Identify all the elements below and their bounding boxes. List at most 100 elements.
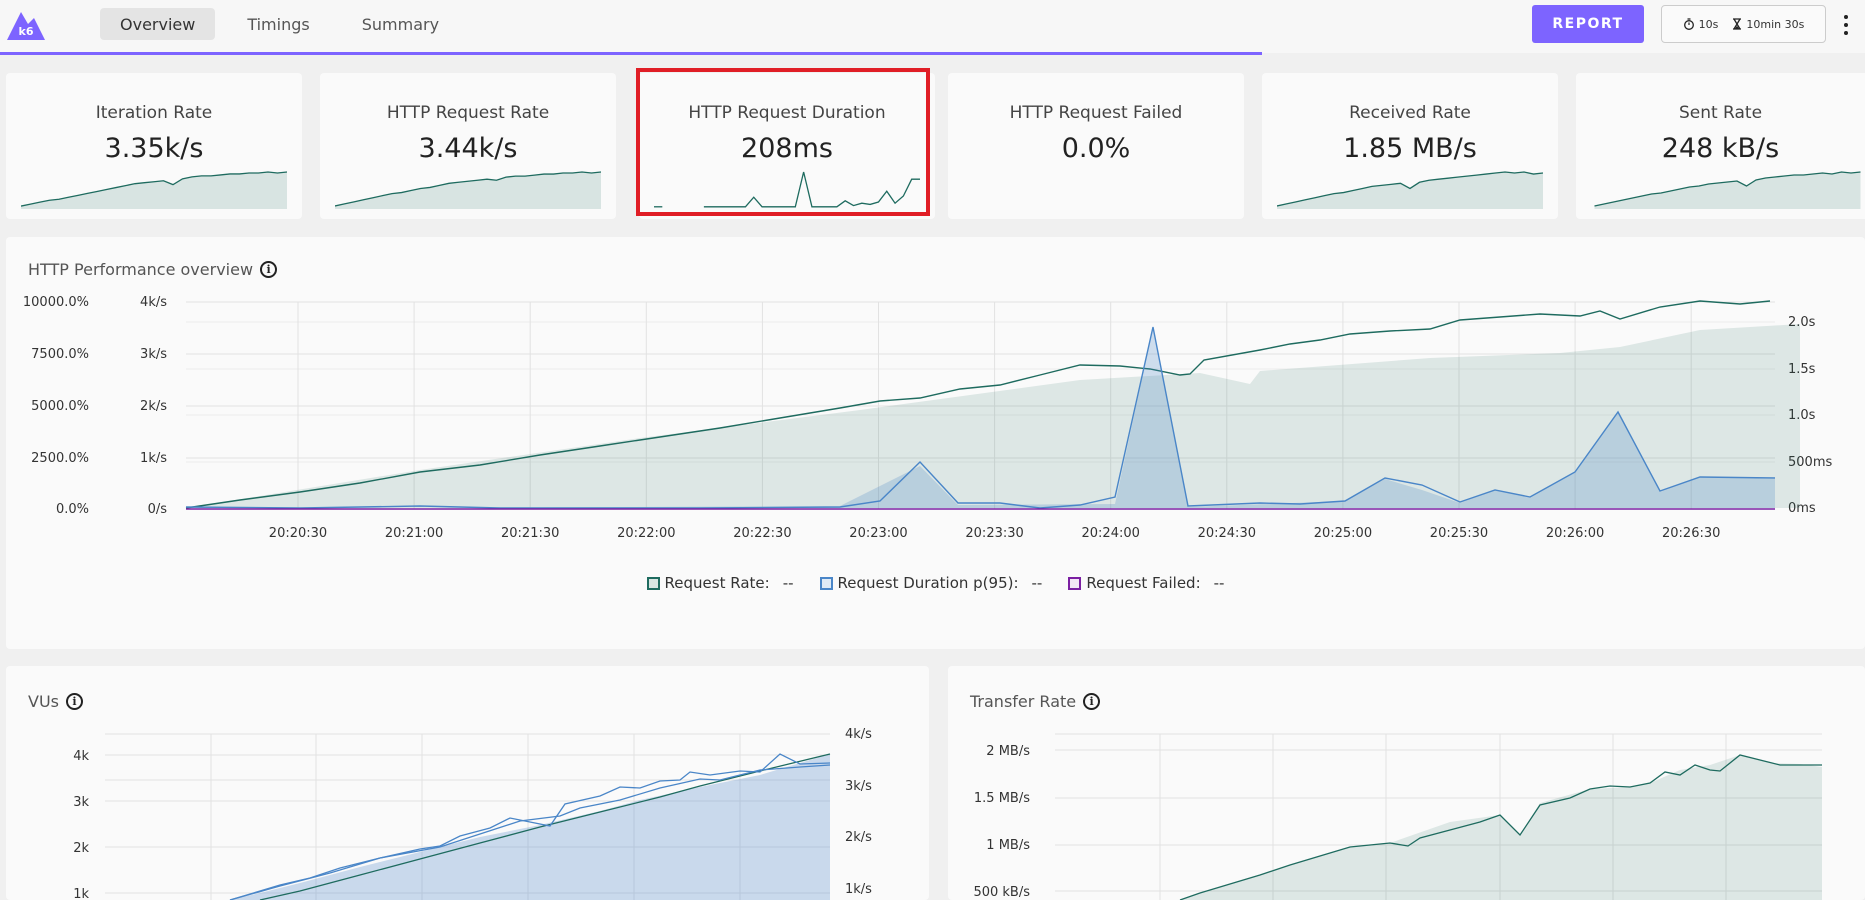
http-performance-panel: HTTP Performance overview i (6, 237, 1865, 649)
k6-logo[interactable]: k6 (5, 6, 47, 42)
vus-chart: 4k 3k 2k 1k 4k/s 3k/s 2k/s 1k/s (73, 727, 872, 900)
stat-card-http-request-duration: HTTP Request Duration 208ms (639, 73, 935, 219)
request-duration-area (186, 328, 1775, 508)
stat-card-iteration-rate: Iteration Rate 3.35k/s (6, 73, 302, 219)
stat-card-http-request-rate: HTTP Request Rate 3.44k/s (320, 73, 616, 219)
left-axis-label: 4k (73, 749, 89, 764)
transfer-rate-chart: 2 MB/s 1.5 MB/s 1 MB/s 500 kB/s (973, 733, 1822, 900)
stat-title: Received Rate (1349, 103, 1471, 123)
left-axis-label: 2k (73, 841, 89, 856)
sparkline-line (335, 171, 601, 207)
info-icon[interactable]: i (66, 693, 83, 710)
chart-legend: Request Rate: -- Request Duration p(95):… (6, 574, 1865, 592)
left-axis-rate-label: 0/s (148, 502, 168, 517)
stat-title: HTTP Request Failed (1009, 103, 1183, 123)
x-tick-label: 20:22:00 (617, 526, 675, 541)
left-axis-rate-label: 2k/s (140, 399, 167, 414)
request-rate-area (186, 324, 1800, 508)
left-axis-rate-label: 3k/s (140, 347, 167, 362)
stat-value: 208ms (741, 133, 833, 164)
stat-value: 0.0% (1061, 133, 1131, 164)
x-tick-label: 20:25:00 (1314, 526, 1372, 541)
x-tick-label: 20:23:00 (849, 526, 907, 541)
stat-value: 3.44k/s (418, 133, 518, 164)
panel-title-text: VUs (28, 692, 59, 711)
x-tick-label: 20:21:00 (385, 526, 443, 541)
left-axis-label: 2 MB/s (986, 744, 1030, 759)
legend-value: -- (782, 574, 794, 592)
right-axis-label: 2k/s (845, 830, 872, 845)
more-options-icon[interactable] (1838, 10, 1854, 40)
right-axis-label: 1.0s (1788, 408, 1816, 423)
legend-request-failed[interactable]: Request Failed: -- (1068, 574, 1224, 592)
transfer-rate-panel: Transfer Rate i (948, 666, 1865, 900)
vus-area (230, 754, 830, 900)
sparkline (654, 171, 920, 208)
left-axis-rate-label: 4k/s (140, 295, 167, 310)
stat-card-http-request-failed: HTTP Request Failed 0.0% (948, 73, 1244, 219)
vus-panel: VUs i (6, 666, 929, 900)
legend-label: Request Failed: (1086, 574, 1201, 592)
panel-title-text: HTTP Performance overview (28, 260, 254, 279)
right-axis-label: 4k/s (845, 727, 872, 742)
main-nav: Overview Timings Summary (100, 8, 459, 40)
request-rate-line (185, 300, 1771, 509)
stat-card-received-rate: Received Rate 1.85 MB/s (1262, 73, 1558, 219)
left-axis-pct-label: 7500.0% (31, 347, 89, 362)
k6-logo-text: k6 (19, 25, 34, 38)
sparkline-line (1277, 171, 1543, 207)
left-axis-label: 3k (73, 795, 89, 810)
x-tick-label: 20:20:30 (269, 526, 327, 541)
info-icon[interactable]: i (1083, 693, 1101, 710)
sparkline-area (1594, 172, 1861, 209)
test-timer: 10s 10min 30s (1661, 5, 1826, 43)
sparkline-line (21, 171, 287, 207)
sparkline (21, 171, 287, 209)
left-axis-label: 1 MB/s (986, 838, 1030, 853)
x-tick-label: 20:25:30 (1430, 526, 1488, 541)
legend-value: -- (1031, 574, 1043, 592)
legend-request-rate[interactable]: Request Rate: -- (646, 574, 794, 592)
tab-timings[interactable]: Timings (247, 14, 310, 34)
stat-title: Sent Rate (1678, 103, 1763, 123)
stat-title: HTTP Request Duration (688, 103, 886, 123)
http-reqs-line (259, 753, 831, 900)
x-tick-label: 20:23:30 (965, 526, 1023, 541)
left-axis-pct-label: 2500.0% (31, 451, 89, 466)
report-button[interactable]: REPORT (1532, 5, 1644, 43)
info-icon[interactable]: i (260, 261, 278, 278)
sparkline-area (335, 172, 601, 209)
tab-overview[interactable]: Overview (100, 8, 216, 40)
sparkline-line (1594, 171, 1861, 207)
x-tick-label: 20:26:30 (1662, 526, 1720, 541)
top-header: k6 Overview Timings Summary REPORT 10s 1… (0, 0, 1865, 53)
sparkline-area (21, 172, 287, 209)
refresh-interval: 10s (1698, 17, 1719, 31)
tab-summary[interactable]: Summary (361, 14, 440, 34)
stat-title: Iteration Rate (95, 103, 213, 123)
http-performance-chart: 10000.0% 7500.0% 5000.0% 2500.0% 0.0% 4k… (23, 295, 1833, 541)
sparkline (1277, 171, 1543, 209)
legend-request-duration[interactable]: Request Duration p(95): -- (819, 574, 1043, 592)
x-tick-label: 20:21:30 (501, 526, 559, 541)
right-axis-label: 500ms (1788, 455, 1832, 470)
panel-title: HTTP Performance overview i (28, 260, 278, 279)
test-duration: 10min 30s (1746, 17, 1805, 31)
transfer-line (1179, 754, 1822, 900)
left-axis-label: 1k (73, 887, 89, 900)
left-axis-label: 1.5 MB/s (974, 791, 1030, 806)
right-axis-label: 1k/s (845, 882, 872, 897)
x-tick-label: 20:24:00 (1082, 526, 1140, 541)
legend-label: Request Duration p(95): (837, 574, 1019, 592)
stat-value: 248 kB/s (1661, 133, 1780, 164)
sparkline (335, 171, 601, 209)
stat-value: 1.85 MB/s (1343, 133, 1477, 164)
right-axis-label: 3k/s (845, 779, 872, 794)
right-axis-label: 1.5s (1788, 362, 1816, 377)
highlight-box (636, 68, 930, 216)
x-tick-label: 20:22:30 (733, 526, 791, 541)
vus-line (229, 764, 831, 900)
vus-line-alt (229, 753, 831, 900)
panel-title: VUs i (28, 692, 83, 711)
x-tick-label: 20:26:00 (1546, 526, 1604, 541)
